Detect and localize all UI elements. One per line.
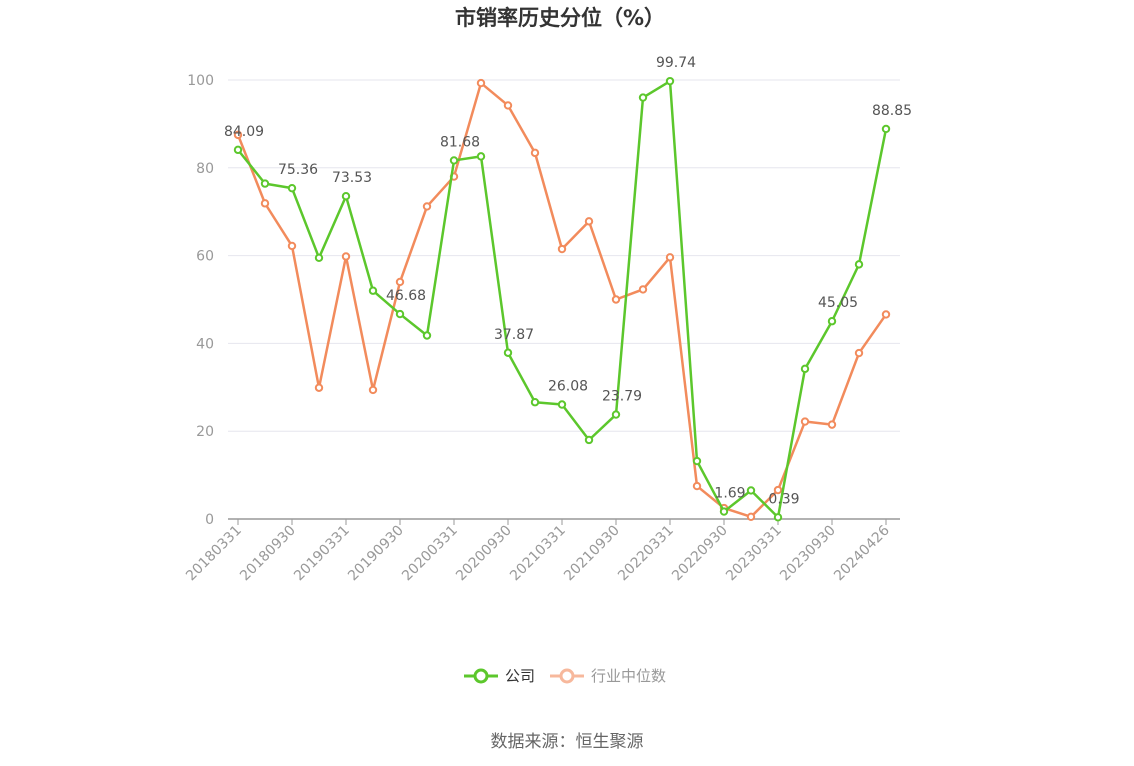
x-tick-label: 20180331 (183, 523, 245, 585)
company-data-label: 99.74 (656, 55, 696, 71)
company-point[interactable] (530, 398, 540, 407)
company-point[interactable] (719, 507, 729, 516)
company-point[interactable] (827, 317, 837, 326)
company-point[interactable] (692, 456, 702, 466)
industry-median-point[interactable] (881, 310, 891, 319)
legend-industry-marker (559, 668, 575, 684)
company-data-label: 26.08 (548, 379, 588, 395)
company-point[interactable] (557, 400, 567, 409)
company-point[interactable] (395, 309, 405, 319)
industry-median-point[interactable] (665, 253, 675, 262)
series-layer (233, 76, 891, 522)
industry-median-point[interactable] (503, 101, 513, 110)
company-point[interactable] (746, 486, 756, 495)
x-tick-label: 20200930 (453, 523, 515, 585)
industry-median-point[interactable] (314, 383, 324, 392)
legend-company-marker (473, 668, 489, 684)
legend-item-company[interactable]: 公司 (464, 667, 535, 685)
x-tick-label: 20180930 (237, 523, 299, 585)
company-data-label: 73.53 (332, 170, 372, 186)
industry-median-point[interactable] (557, 244, 567, 254)
company-point[interactable] (314, 253, 324, 262)
industry-median-point[interactable] (800, 417, 810, 426)
industry-median-point[interactable] (854, 348, 864, 358)
industry-median-point[interactable] (530, 148, 540, 158)
company-point[interactable] (800, 364, 810, 374)
x-tick-label: 20220930 (669, 523, 731, 585)
company-data-label: 45.05 (818, 295, 858, 311)
company-data-label: 84.09 (224, 124, 264, 140)
company-data-label: 0.39 (768, 491, 799, 507)
company-data-label: 75.36 (278, 162, 318, 178)
y-tick-label: 0 (205, 512, 214, 528)
data-labels: 84.09 75.36 73.53 46.68 81.68 37.87 26.08 23.79… (224, 55, 912, 507)
company-point[interactable] (368, 286, 378, 295)
industry-median-point[interactable] (746, 512, 756, 522)
company-point[interactable] (449, 156, 459, 165)
company-point[interactable] (638, 93, 648, 102)
company-point[interactable] (476, 152, 486, 161)
x-tick-label: 20190930 (345, 523, 407, 585)
x-tick-label: 20190331 (291, 523, 353, 585)
industry-median-point[interactable] (260, 199, 270, 208)
y-tick-label: 80 (196, 161, 214, 177)
industry-median-point[interactable] (341, 252, 351, 261)
industry-median-point[interactable] (611, 295, 621, 304)
industry-median-point[interactable] (692, 481, 702, 491)
grid (228, 79, 900, 432)
industry-median-point[interactable] (395, 277, 405, 287)
company-point[interactable] (665, 76, 675, 86)
legend-item-industry[interactable]: 行业中位数 (550, 667, 666, 685)
industry-median-point[interactable] (584, 217, 594, 226)
company-data-label: 88.85 (872, 103, 912, 119)
x-tick-label: 20240426 (831, 522, 893, 584)
x-tick-label: 20200331 (399, 523, 461, 585)
company-point[interactable] (854, 260, 864, 269)
company-point[interactable] (287, 183, 297, 193)
industry-median-point[interactable] (476, 78, 486, 88)
industry-median-point[interactable] (827, 420, 837, 429)
y-tick-label: 20 (196, 424, 214, 440)
x-tick-label: 20210331 (507, 523, 569, 585)
company-point[interactable] (611, 410, 621, 419)
chart-title: 市销率历史分位（%） (455, 6, 665, 30)
industry-median-point[interactable] (368, 385, 378, 395)
company-point[interactable] (260, 179, 270, 188)
axes: 0 20 40 60 80 100 2018033120180930201903312019… (183, 73, 900, 584)
company-point[interactable] (422, 331, 432, 340)
industry-median-point[interactable] (287, 241, 297, 251)
company-series-line (237, 79, 888, 519)
company-point[interactable] (881, 124, 891, 134)
company-data-label: 23.79 (602, 389, 642, 405)
company-point[interactable] (773, 513, 783, 522)
company-point[interactable] (503, 348, 513, 357)
x-tick-label: 20220331 (615, 523, 677, 585)
industry-median-point[interactable] (638, 285, 648, 294)
y-tick-label: 40 (196, 336, 214, 352)
industry-median-point[interactable] (773, 485, 783, 495)
industry-median-point[interactable] (233, 130, 243, 140)
y-tick-label: 100 (187, 73, 214, 89)
company-data-label: 37.87 (494, 327, 534, 343)
company-point[interactable] (584, 435, 594, 445)
data-source: 数据来源：恒生聚源 (491, 732, 644, 752)
x-tick-label: 20230930 (777, 523, 839, 585)
company-data-label: 1.69 (714, 486, 745, 502)
x-tick-label: 20210930 (561, 523, 623, 585)
legend-industry-label: 行业中位数 (591, 667, 666, 685)
company-data-label: 81.68 (440, 134, 480, 150)
y-tick-label: 60 (196, 249, 214, 265)
company-point[interactable] (341, 192, 351, 201)
x-tick-label: 20230331 (723, 523, 785, 585)
legend-company-label: 公司 (505, 667, 535, 685)
industry-median-point[interactable] (422, 202, 432, 211)
company-data-label: 46.68 (386, 288, 426, 304)
legend: 公司 行业中位数 (464, 667, 666, 685)
company-point[interactable] (233, 145, 243, 155)
